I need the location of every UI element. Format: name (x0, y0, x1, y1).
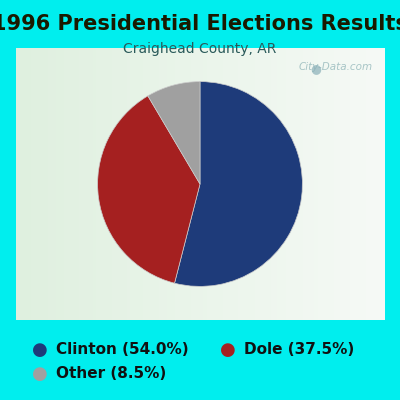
Text: ●: ● (32, 365, 48, 383)
Text: Craighead County, AR: Craighead County, AR (123, 42, 277, 56)
Wedge shape (148, 82, 200, 184)
Text: ●: ● (32, 341, 48, 359)
Text: 1996 Presidential Elections Results: 1996 Presidential Elections Results (0, 14, 400, 34)
Text: Clinton (54.0%): Clinton (54.0%) (56, 342, 189, 358)
Text: ●: ● (310, 62, 321, 74)
Text: Dole (37.5%): Dole (37.5%) (244, 342, 354, 358)
Text: ●: ● (220, 341, 236, 359)
Text: Other (8.5%): Other (8.5%) (56, 366, 166, 382)
Wedge shape (174, 82, 302, 286)
Text: City-Data.com: City-Data.com (299, 62, 373, 72)
Wedge shape (98, 96, 200, 283)
